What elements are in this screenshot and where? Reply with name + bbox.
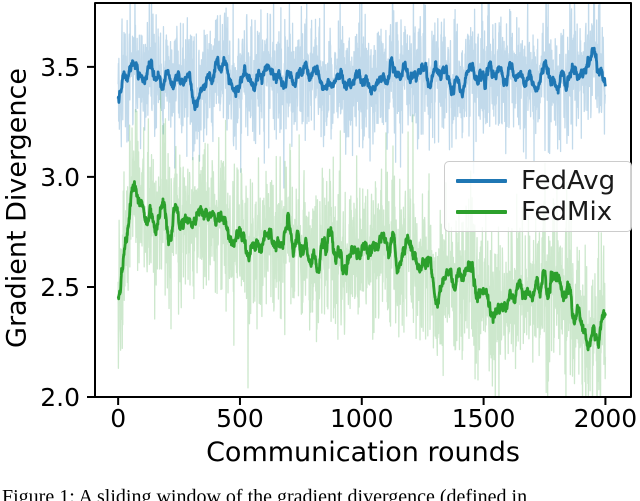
y-tick-label: 2.0 xyxy=(40,383,80,412)
x-axis-label: Communication rounds xyxy=(206,437,520,468)
x-tick-label: 2000 xyxy=(573,404,638,433)
x-tick-label: 1000 xyxy=(329,404,394,433)
fedmix-line-swatch xyxy=(456,210,507,214)
x-tick-label: 0 xyxy=(110,404,127,433)
figure-caption: Figure 1: A sliding window of the gradie… xyxy=(2,486,528,501)
y-tick-label: 3.0 xyxy=(40,162,80,192)
fedavg-line-swatch xyxy=(456,179,507,183)
fedmix-legend-label: FedMix xyxy=(521,197,613,227)
y-tick-label: 2.5 xyxy=(40,272,80,302)
y-axis-label: Gradient Divergence xyxy=(1,68,33,348)
legend-entry-fedmix: FedMix xyxy=(456,198,623,226)
legend: FedAvg FedMix xyxy=(444,161,632,232)
fedavg-legend-label: FedAvg xyxy=(521,166,616,196)
x-tick-label: 500 xyxy=(216,404,264,433)
legend-entry-fedavg: FedAvg xyxy=(456,167,623,195)
x-tick-label: 1500 xyxy=(451,404,516,433)
y-tick-label: 3.5 xyxy=(40,52,80,82)
